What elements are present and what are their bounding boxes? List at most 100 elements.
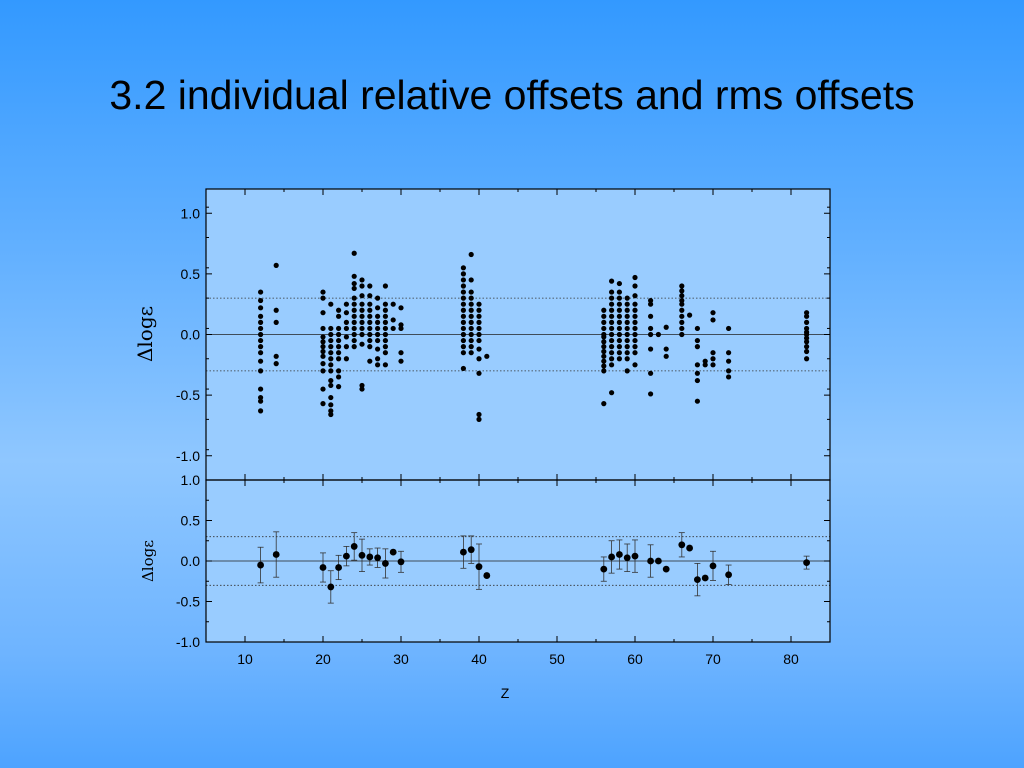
data-point: [648, 391, 654, 397]
data-point: [468, 289, 474, 295]
data-point: [375, 356, 381, 362]
data-point: [390, 317, 396, 323]
bottom-y-tick-label: -0.5: [176, 594, 200, 610]
data-point: [468, 307, 474, 313]
data-point: [258, 368, 264, 374]
mean-point: [327, 583, 335, 591]
data-point: [367, 301, 373, 307]
data-point: [382, 344, 388, 350]
mean-point: [358, 551, 366, 559]
data-point: [343, 301, 349, 307]
data-point: [328, 331, 334, 338]
data-point: [460, 331, 466, 338]
data-point: [616, 337, 623, 344]
data-point: [258, 337, 264, 344]
data-point: [616, 331, 623, 338]
data-point: [726, 374, 732, 380]
data-point: [468, 344, 474, 350]
data-point: [601, 353, 607, 359]
data-point: [624, 295, 630, 301]
data-point: [273, 361, 279, 367]
data-point: [258, 305, 264, 311]
data-point: [367, 313, 373, 319]
data-point: [616, 344, 623, 350]
data-point: [343, 344, 349, 350]
data-point: [624, 325, 630, 332]
data-point: [398, 350, 404, 356]
data-point: [351, 331, 357, 338]
data-point: [679, 283, 685, 289]
data-point: [460, 271, 466, 277]
mean-point: [460, 548, 467, 556]
data-point: [336, 374, 342, 380]
x-tick-label: 60: [627, 651, 643, 667]
top-y-tick-label: 0.0: [181, 327, 201, 343]
data-point: [460, 344, 466, 350]
mean-point: [662, 565, 670, 573]
data-point: [460, 319, 466, 325]
data-point: [351, 325, 357, 332]
data-point: [359, 283, 365, 289]
data-point: [601, 307, 607, 313]
data-point: [624, 337, 630, 344]
data-point: [460, 277, 466, 283]
data-point: [804, 339, 810, 345]
data-point: [601, 334, 607, 340]
data-point: [398, 305, 404, 311]
bottom-y-axis-label: Δlogε: [139, 540, 157, 582]
data-point: [601, 358, 607, 364]
data-point: [336, 337, 342, 344]
data-point: [359, 313, 365, 319]
data-point: [375, 346, 381, 352]
data-point: [390, 301, 396, 307]
data-point: [460, 265, 466, 271]
mean-point: [374, 554, 381, 562]
data-point: [655, 331, 662, 338]
data-point: [624, 319, 630, 325]
x-tick-label: 80: [783, 651, 799, 667]
data-point: [398, 325, 404, 332]
data-point: [476, 331, 482, 338]
data-point: [258, 398, 264, 404]
data-point: [320, 295, 326, 301]
top-y-tick-label: -0.5: [176, 387, 200, 403]
data-point: [601, 348, 607, 355]
data-point: [359, 341, 365, 347]
data-point: [702, 362, 708, 368]
data-point: [804, 335, 810, 341]
data-point: [609, 362, 615, 368]
mean-point: [686, 544, 693, 552]
data-point: [648, 346, 654, 352]
data-point: [351, 301, 357, 307]
data-point: [804, 348, 810, 355]
top-y-tick-label: 0.5: [181, 266, 201, 282]
mean-point: [397, 558, 405, 566]
data-point: [273, 353, 279, 359]
x-tick-label: 70: [705, 651, 721, 667]
data-point: [328, 377, 334, 384]
data-point: [609, 350, 615, 356]
data-point: [336, 368, 342, 374]
data-point: [804, 331, 810, 338]
data-point: [632, 344, 638, 350]
x-tick-label: 10: [237, 651, 253, 667]
data-point: [616, 313, 623, 319]
data-point: [679, 288, 685, 294]
data-point: [601, 319, 607, 325]
data-point: [273, 307, 279, 313]
data-point: [624, 313, 630, 319]
data-point: [632, 283, 638, 289]
data-point: [632, 331, 638, 338]
mean-point: [608, 553, 615, 561]
mean-point: [467, 546, 475, 554]
bottom-y-tick-label: 0.0: [181, 553, 201, 569]
x-axis-label: Z: [501, 685, 510, 701]
data-point: [375, 325, 381, 332]
data-point: [616, 319, 623, 325]
data-point: [624, 301, 630, 307]
data-point: [710, 310, 716, 316]
data-point: [632, 325, 638, 332]
data-point: [804, 325, 810, 332]
data-point: [343, 319, 349, 325]
data-point: [460, 350, 466, 356]
